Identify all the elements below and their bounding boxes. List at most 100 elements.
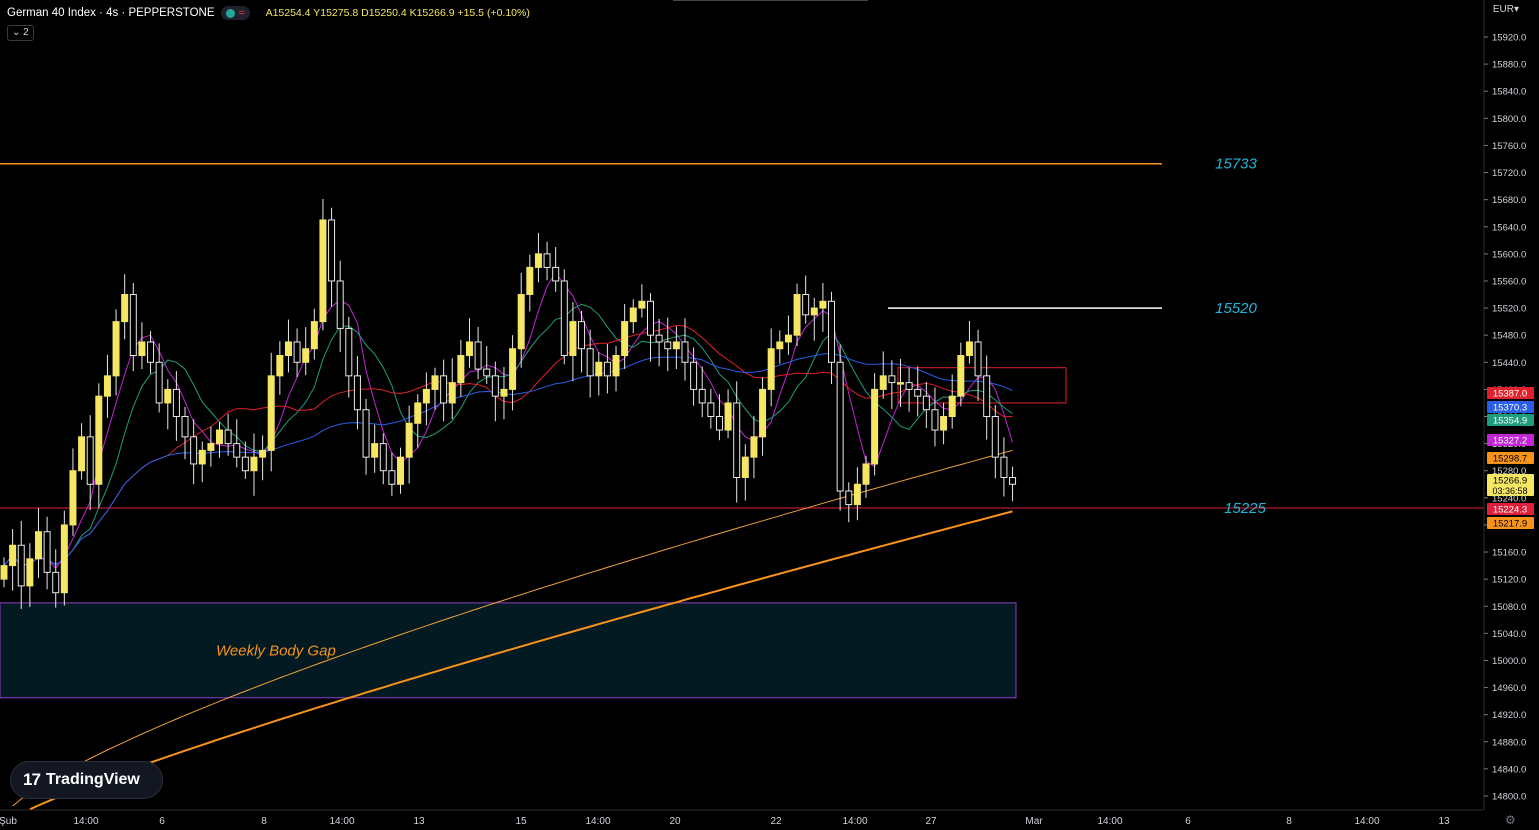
candle[interactable] xyxy=(216,429,223,445)
candle[interactable] xyxy=(457,355,465,384)
candle[interactable] xyxy=(353,375,361,411)
candle[interactable] xyxy=(802,294,810,316)
candle[interactable] xyxy=(569,321,577,357)
candle[interactable] xyxy=(405,422,413,458)
range-box[interactable] xyxy=(897,367,1067,404)
candle[interactable] xyxy=(129,294,137,357)
candle[interactable] xyxy=(60,524,68,594)
candle[interactable] xyxy=(362,409,370,458)
candle[interactable] xyxy=(776,341,784,350)
candle[interactable] xyxy=(845,490,853,506)
candle[interactable] xyxy=(836,361,844,492)
candle[interactable] xyxy=(302,348,310,363)
candle[interactable] xyxy=(491,375,499,397)
indicators-collapse-button[interactable]: ⌄ 2 xyxy=(7,25,34,41)
candle[interactable] xyxy=(888,375,896,384)
candle[interactable] xyxy=(715,416,723,431)
candle[interactable] xyxy=(112,321,120,377)
candle[interactable] xyxy=(190,436,198,465)
candle[interactable] xyxy=(595,361,603,377)
candle[interactable] xyxy=(896,382,904,385)
candle[interactable] xyxy=(198,449,206,465)
candle[interactable] xyxy=(517,294,525,350)
candle[interactable] xyxy=(1000,456,1008,478)
candle[interactable] xyxy=(914,388,922,397)
candle[interactable] xyxy=(810,307,818,316)
candle[interactable] xyxy=(103,375,111,397)
candle[interactable] xyxy=(879,375,887,390)
candle[interactable] xyxy=(741,456,749,478)
candle[interactable] xyxy=(586,348,594,377)
candle[interactable] xyxy=(422,388,430,404)
candle[interactable] xyxy=(241,456,249,472)
candle[interactable] xyxy=(543,253,551,268)
candle[interactable] xyxy=(284,341,292,357)
candle[interactable] xyxy=(681,341,689,363)
candle[interactable] xyxy=(17,544,25,587)
candle[interactable] xyxy=(560,280,568,357)
candle[interactable] xyxy=(465,341,473,357)
candle[interactable] xyxy=(664,341,672,350)
candle[interactable] xyxy=(336,280,344,329)
candle[interactable] xyxy=(948,395,956,418)
candle[interactable] xyxy=(612,355,620,377)
candle[interactable] xyxy=(181,416,189,438)
candle[interactable] xyxy=(526,266,534,296)
candle[interactable] xyxy=(414,402,422,424)
candle[interactable] xyxy=(319,219,327,323)
candle[interactable] xyxy=(672,341,680,350)
candle[interactable] xyxy=(69,470,77,526)
candle[interactable] xyxy=(379,443,387,472)
tradingview-logo[interactable]: 17 TradingView xyxy=(10,761,163,799)
candle[interactable] xyxy=(345,327,353,377)
candle[interactable] xyxy=(922,395,930,411)
candle[interactable] xyxy=(621,321,629,357)
candle[interactable] xyxy=(259,449,267,458)
candle[interactable] xyxy=(965,341,973,357)
candle[interactable] xyxy=(629,307,637,323)
candle[interactable] xyxy=(871,388,879,465)
candle[interactable] xyxy=(26,558,34,587)
candle[interactable] xyxy=(1009,476,1017,485)
candle[interactable] xyxy=(138,341,146,357)
candle[interactable] xyxy=(759,388,767,438)
currency-selector[interactable]: EUR▾ xyxy=(1493,4,1519,15)
candle[interactable] xyxy=(957,355,965,397)
candle[interactable] xyxy=(509,348,517,390)
candle[interactable] xyxy=(397,456,405,485)
candle[interactable] xyxy=(250,456,258,472)
candle[interactable] xyxy=(155,361,163,404)
candle[interactable] xyxy=(690,361,698,390)
candle[interactable] xyxy=(267,375,275,451)
candle[interactable] xyxy=(371,443,379,458)
candle[interactable] xyxy=(34,531,42,560)
candle[interactable] xyxy=(828,300,836,363)
candle[interactable] xyxy=(224,429,232,445)
candle[interactable] xyxy=(448,382,456,404)
candle[interactable] xyxy=(500,388,508,397)
candle[interactable] xyxy=(328,219,336,282)
candle[interactable] xyxy=(95,395,103,485)
candle[interactable] xyxy=(233,443,241,458)
settings-gear-icon[interactable]: ⚙ xyxy=(1505,813,1516,827)
candle[interactable] xyxy=(698,388,706,404)
candle[interactable] xyxy=(121,294,129,323)
candle[interactable] xyxy=(207,443,215,451)
candle[interactable] xyxy=(440,375,448,404)
candle[interactable] xyxy=(86,436,94,485)
candle[interactable] xyxy=(474,341,482,370)
candle[interactable] xyxy=(647,300,654,336)
candle[interactable] xyxy=(862,463,870,485)
candle[interactable] xyxy=(784,334,792,343)
candle[interactable] xyxy=(733,402,741,478)
candle[interactable] xyxy=(638,300,646,309)
candle[interactable] xyxy=(78,436,86,472)
candle[interactable] xyxy=(310,321,318,350)
candle[interactable] xyxy=(983,375,991,418)
candle[interactable] xyxy=(793,294,801,336)
candle[interactable] xyxy=(43,531,51,573)
candle[interactable] xyxy=(552,266,560,282)
candle[interactable] xyxy=(905,382,913,390)
candle[interactable] xyxy=(819,300,827,309)
